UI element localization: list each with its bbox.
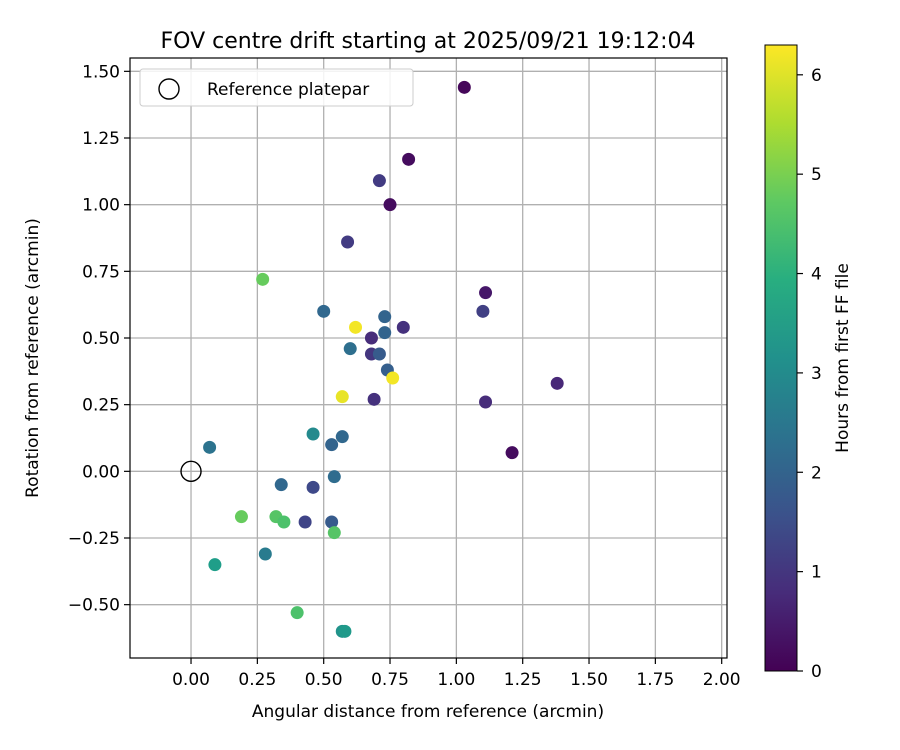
x-tick-label: 0.50 xyxy=(305,670,343,690)
y-tick-label: 0.75 xyxy=(82,262,120,282)
y-tick-label: 0.00 xyxy=(82,462,120,482)
data-point xyxy=(338,624,352,638)
data-point xyxy=(341,235,355,249)
data-point xyxy=(298,515,312,529)
y-axis-label: Rotation from reference (arcmin) xyxy=(23,218,43,498)
legend-label: Reference platepar xyxy=(207,80,369,100)
x-tick-label: 1.50 xyxy=(570,670,608,690)
data-point xyxy=(479,395,493,409)
data-point xyxy=(325,438,339,452)
colorbar-tick-label: 3 xyxy=(811,364,822,384)
y-axis-ticks: −0.50 −0.25 0.00 0.25 0.50 0.75 1.00 1.25 1.50 xyxy=(68,62,130,616)
data-point xyxy=(372,174,386,188)
data-points xyxy=(203,80,564,638)
y-tick-label: −0.25 xyxy=(68,529,120,549)
chart-title: FOV centre drift starting at 2025/09/21 … xyxy=(161,29,696,54)
data-point xyxy=(277,515,291,529)
data-point xyxy=(290,606,304,620)
data-point xyxy=(364,331,378,345)
data-point xyxy=(367,392,381,406)
colorbar-tick-label: 2 xyxy=(811,463,822,483)
data-point xyxy=(457,80,471,94)
data-point xyxy=(396,320,410,334)
legend-marker-icon xyxy=(158,78,180,100)
data-point xyxy=(386,371,400,385)
colorbar-ticks: 0 1 2 3 4 5 6 xyxy=(797,66,822,682)
data-point xyxy=(208,558,222,572)
data-point xyxy=(258,547,272,561)
x-axis-label: Angular distance from reference (arcmin) xyxy=(252,702,604,722)
data-point xyxy=(234,510,248,524)
data-point xyxy=(327,526,341,540)
legend-box xyxy=(139,68,414,107)
data-point xyxy=(335,390,349,404)
x-tick-label: 0.75 xyxy=(371,670,409,690)
x-tick-label: 1.00 xyxy=(437,670,475,690)
data-point xyxy=(476,304,490,318)
data-point xyxy=(325,515,339,529)
data-point xyxy=(256,272,270,286)
legend: Reference platepar xyxy=(139,68,414,107)
data-point xyxy=(335,430,349,444)
colorbar-tick-label: 4 xyxy=(811,265,822,285)
y-tick-label: 0.50 xyxy=(82,329,120,349)
data-point xyxy=(402,152,416,166)
data-point xyxy=(372,347,386,361)
x-tick-label: 1.75 xyxy=(636,670,674,690)
reference-point xyxy=(180,460,202,483)
colorbar-tick-label: 5 xyxy=(811,165,822,185)
data-point xyxy=(306,427,320,441)
plot-frame xyxy=(129,57,728,659)
x-tick-label: 2.00 xyxy=(703,670,741,690)
data-point xyxy=(327,470,341,484)
colorbar: 0 1 2 3 4 5 6 Hours from first FF file xyxy=(764,44,853,682)
data-point xyxy=(274,478,288,492)
data-point xyxy=(203,440,217,454)
data-point xyxy=(505,446,519,460)
x-tick-label: 0.00 xyxy=(172,670,210,690)
colorbar-label: Hours from first FF file xyxy=(833,263,853,453)
x-axis-ticks: 0.00 0.25 0.50 0.75 1.00 1.25 1.50 1.75 2.00 xyxy=(172,658,741,690)
colorbar-tick-label: 0 xyxy=(811,662,822,682)
y-tick-label: 0.25 xyxy=(82,396,120,416)
colorbar-gradient xyxy=(764,44,798,672)
y-tick-label: −0.50 xyxy=(68,596,120,616)
data-point xyxy=(349,320,363,334)
grid xyxy=(130,58,727,658)
data-point xyxy=(383,198,397,212)
x-tick-label: 1.25 xyxy=(504,670,542,690)
data-point xyxy=(317,304,331,318)
y-tick-label: 1.50 xyxy=(82,62,120,82)
data-point xyxy=(378,326,392,340)
data-point xyxy=(306,480,320,494)
colorbar-tick-label: 1 xyxy=(811,563,822,583)
data-point xyxy=(343,342,357,356)
data-point xyxy=(479,286,493,300)
x-tick-label: 0.25 xyxy=(238,670,276,690)
y-tick-label: 1.25 xyxy=(82,129,120,149)
colorbar-tick-label: 6 xyxy=(811,66,822,86)
y-tick-label: 1.00 xyxy=(82,196,120,216)
data-point xyxy=(550,376,564,390)
data-point xyxy=(378,310,392,324)
